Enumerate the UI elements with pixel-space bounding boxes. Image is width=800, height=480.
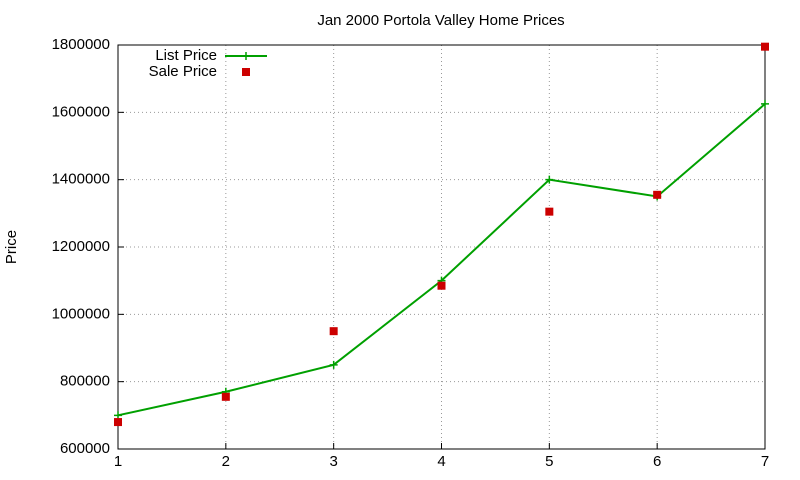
- y-tick-label: 1600000: [52, 103, 110, 120]
- point: [761, 42, 769, 51]
- y-tick-label: 600000: [60, 440, 110, 457]
- legend-label: Sale Price: [149, 63, 217, 80]
- y-tick-label: 1000000: [52, 305, 110, 322]
- chart-title: Jan 2000 Portola Valley Home Prices: [317, 12, 564, 29]
- point: [761, 99, 769, 108]
- legend-label: List Price: [155, 47, 217, 64]
- y-tick-label: 1400000: [52, 171, 110, 188]
- y-axis-label: Price: [3, 230, 20, 264]
- plot-border: [117, 44, 766, 450]
- point: [545, 207, 554, 216]
- point: [437, 281, 446, 290]
- x-tick-label: 4: [437, 453, 445, 470]
- x-tick-label: 7: [761, 453, 769, 470]
- x-tick-label: 1: [114, 453, 122, 470]
- legend-swatch: [242, 68, 250, 76]
- x-tick-label: 5: [545, 453, 553, 470]
- point: [653, 190, 662, 199]
- point: [114, 418, 122, 427]
- point: [545, 175, 554, 184]
- y-tick-label: 1200000: [52, 238, 110, 255]
- point: [329, 327, 338, 336]
- point: [329, 360, 338, 369]
- y-tick-label: 1800000: [52, 36, 110, 53]
- point: [114, 411, 122, 420]
- y-tick-label: 800000: [60, 373, 110, 390]
- point: [221, 392, 230, 401]
- x-tick-label: 6: [653, 453, 661, 470]
- legend-swatch: [242, 52, 250, 60]
- x-tick-label: 3: [329, 453, 337, 470]
- series-line: [117, 103, 766, 417]
- x-tick-label: 2: [222, 453, 230, 470]
